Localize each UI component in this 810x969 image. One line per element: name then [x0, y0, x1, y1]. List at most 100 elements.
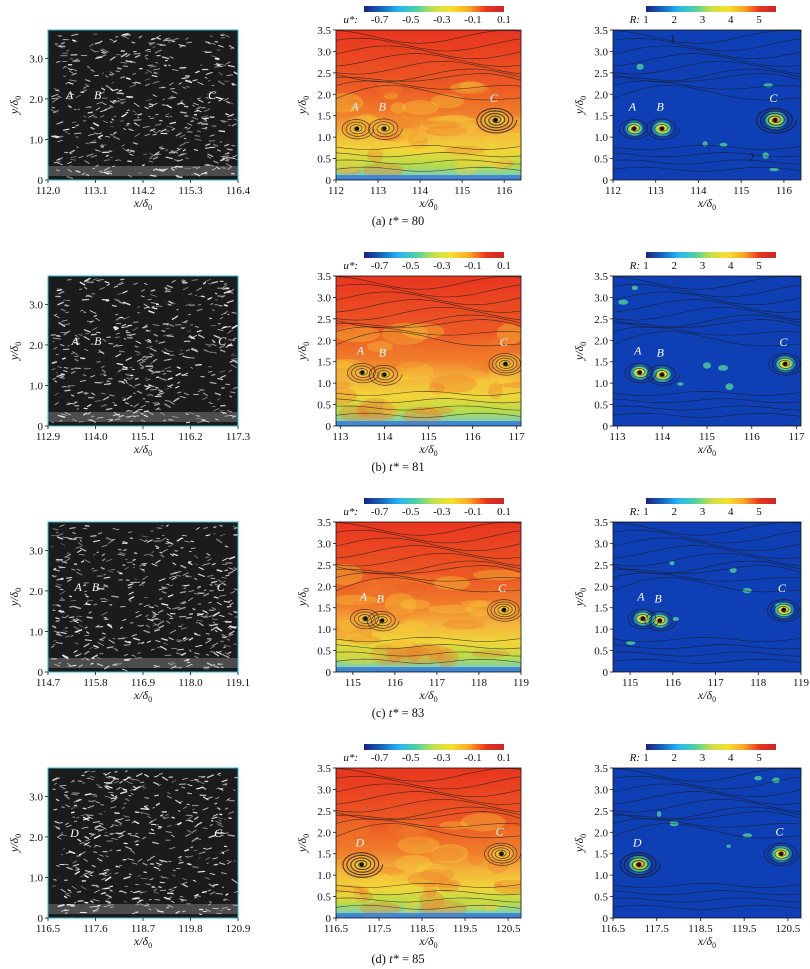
particle-streak [135, 772, 143, 777]
particle-streak [209, 134, 215, 137]
particle-streak [101, 87, 106, 91]
particle-streak [116, 299, 120, 301]
y-tick-label: 3.5 [317, 271, 331, 283]
particle-streak [219, 155, 225, 158]
field-patch [419, 123, 450, 131]
particle-streak [133, 119, 142, 122]
particle-streak [143, 604, 150, 607]
particle-streak [114, 780, 119, 784]
particle-streak [89, 874, 94, 877]
particle-streak [115, 353, 122, 358]
particle-streak [103, 904, 111, 908]
particle-streak [112, 664, 118, 667]
particle-streak [154, 866, 160, 870]
vortex-streamline [619, 852, 661, 878]
wall-band [336, 913, 521, 918]
particle-streak [196, 821, 203, 826]
particle-streak [109, 885, 114, 888]
x-tick-label: 118.0 [178, 677, 203, 689]
particle-streak [216, 627, 223, 632]
particle-streak [219, 316, 224, 320]
particle-streak [63, 128, 70, 131]
particle-streak [88, 777, 94, 781]
particle-streak [112, 413, 121, 416]
particle-streak [193, 102, 200, 106]
panel-caption: (d) t* = 85 [371, 952, 424, 966]
particle-streak [186, 330, 192, 333]
particle-streak [56, 45, 64, 49]
particle-streak [135, 840, 141, 843]
streamline [336, 166, 521, 172]
particle-streak [205, 556, 210, 559]
particle-streak [95, 801, 100, 804]
particle-streak [183, 392, 190, 396]
particle-streak [178, 353, 184, 355]
particle-streak [76, 869, 80, 872]
particle-streak [152, 807, 155, 809]
particle-streak [201, 117, 207, 121]
plot-frame [612, 767, 802, 919]
vortex-streamline [763, 842, 801, 866]
particle-streak [92, 167, 95, 170]
particle-streak [110, 797, 118, 800]
particle-streak [119, 98, 126, 101]
streamline [613, 85, 801, 101]
particle-streak [78, 333, 83, 336]
particle-streak [172, 553, 179, 557]
field-patch [390, 102, 407, 114]
particle-streak [158, 129, 162, 132]
particle-streak [56, 158, 61, 161]
particle-streak [155, 639, 161, 643]
field-patch [407, 871, 449, 887]
vortex-streamline [768, 353, 801, 376]
particle-streak [72, 418, 77, 422]
colorbar-tick-label: -0.1 [464, 260, 481, 272]
streamline [613, 768, 801, 782]
colorbar-label: u*: [343, 14, 358, 26]
colorbar-label: R: [629, 752, 640, 764]
particle-streak [155, 628, 159, 630]
particle-streak [128, 128, 134, 132]
r-colorbar: R: 1 2 3 4 5 [629, 6, 776, 26]
piv-image [48, 30, 238, 180]
particle-streak [60, 888, 66, 893]
field-plot-area [613, 768, 801, 918]
particle-streak [65, 635, 71, 638]
colorbar-tick-label: 0.1 [497, 506, 511, 518]
particle-streak [161, 330, 166, 332]
particle-streak [99, 854, 104, 857]
particle-streak [143, 812, 151, 816]
vortex-streamline [341, 119, 375, 140]
particle-streak [180, 395, 187, 399]
particle-streak [122, 32, 129, 36]
particle-streak [129, 834, 135, 837]
particle-streak [189, 650, 192, 652]
particle-streak [164, 290, 171, 293]
particle-streak [189, 550, 192, 553]
field-patch [395, 855, 432, 873]
particle-streak [184, 320, 188, 323]
particle-streak [69, 619, 75, 623]
particle-streak [105, 782, 113, 785]
particle-streak [212, 143, 219, 147]
particle-streak [51, 368, 56, 371]
particle-streak [71, 68, 77, 71]
particle-streak [167, 594, 174, 598]
colorbar-tick-label: -0.7 [371, 14, 389, 26]
streamline [336, 283, 521, 298]
particle-streak [157, 865, 161, 867]
particle-streak [61, 560, 68, 564]
particle-streak [55, 798, 60, 802]
particle-streak [204, 127, 208, 129]
particle-streak [158, 390, 164, 393]
particle-streak [54, 820, 59, 824]
particle-streak [120, 52, 128, 58]
y-tick-label: 3.5 [317, 763, 331, 775]
particle-streak [176, 308, 179, 311]
particle-streak [207, 847, 213, 850]
y-tick-label: 0 [603, 421, 609, 433]
particle-streak [213, 351, 217, 354]
y-tick-label: 1.5 [594, 603, 608, 615]
particle-streak [147, 539, 153, 543]
particle-streak [167, 64, 171, 67]
